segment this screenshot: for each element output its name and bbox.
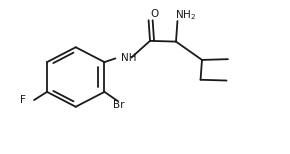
- Text: Br: Br: [113, 100, 125, 110]
- Text: O: O: [151, 9, 159, 19]
- Text: NH$_2$: NH$_2$: [175, 8, 196, 22]
- Text: F: F: [20, 95, 26, 105]
- Text: NH: NH: [121, 53, 136, 63]
